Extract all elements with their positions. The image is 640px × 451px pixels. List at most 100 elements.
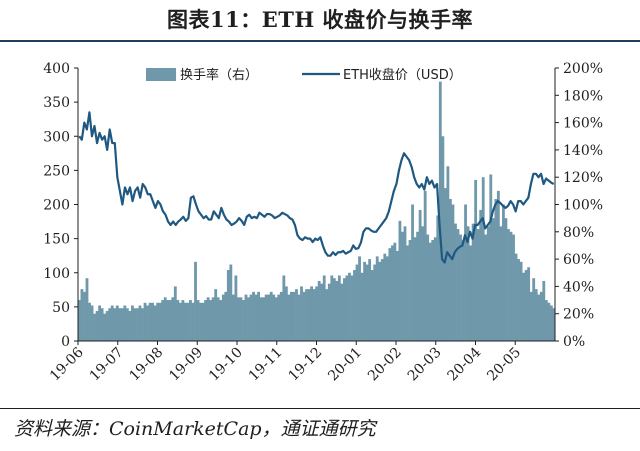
- bar: [125, 308, 129, 341]
- line-series: [78, 111, 555, 264]
- bar: [216, 297, 220, 341]
- y-right-tick-label: 40%: [563, 279, 594, 295]
- bars-series: [78, 81, 556, 342]
- y-right-tick-label: 180%: [563, 88, 603, 104]
- x-tick-label: 19-09: [166, 345, 206, 385]
- bar: [315, 286, 319, 341]
- bar: [181, 300, 185, 341]
- bar: [491, 218, 495, 341]
- bar: [436, 215, 440, 341]
- y-left-tick-label: 200: [43, 198, 70, 214]
- bar: [206, 297, 210, 341]
- bar: [411, 204, 414, 341]
- bar: [237, 297, 240, 341]
- x-tick-label: 20-01: [325, 345, 365, 385]
- y-right-tick-label: 160%: [563, 116, 603, 132]
- x-tick-label: 19-08: [126, 345, 166, 385]
- bar: [148, 302, 152, 341]
- bar: [128, 310, 132, 341]
- bar: [274, 297, 278, 341]
- bar: [211, 297, 215, 341]
- bar: [196, 300, 200, 341]
- chart-title: 图表11：ETH 收盘价与换手率: [166, 7, 473, 32]
- y-right-tick-label: 80%: [563, 225, 594, 241]
- bar: [224, 291, 228, 341]
- bar: [221, 294, 225, 341]
- bar: [514, 253, 518, 341]
- y-left-tick-label: 300: [43, 129, 70, 145]
- bar: [272, 294, 276, 341]
- bar: [479, 209, 483, 341]
- chart-svg: 0 50 100 150 200 250 300 350 400 0% 20% 40% 60% 80% 10…: [43, 61, 603, 385]
- bar: [305, 289, 308, 341]
- y-right-tick-label: 100%: [563, 198, 603, 214]
- bar: [83, 291, 86, 341]
- bar: [93, 313, 96, 341]
- bar: [252, 291, 255, 341]
- bar: [105, 310, 109, 341]
- bar: [474, 179, 478, 341]
- bar: [292, 291, 296, 341]
- bar: [171, 297, 175, 341]
- x-tick-label: 19-10: [206, 345, 246, 385]
- bar: [327, 283, 331, 341]
- bar: [297, 294, 301, 341]
- bar: [234, 275, 238, 341]
- bar: [267, 294, 271, 341]
- bar: [459, 234, 462, 341]
- bar: [365, 264, 369, 341]
- bar: [158, 302, 162, 341]
- legend-line-label: ETH收盘价（USD）: [343, 67, 462, 83]
- bar: [332, 278, 336, 341]
- x-tick-label: 19-06: [47, 344, 87, 384]
- x-tick-label: 19-07: [87, 345, 127, 385]
- bar: [320, 283, 324, 341]
- bar: [421, 226, 425, 341]
- bar: [103, 313, 107, 341]
- bar: [524, 270, 528, 341]
- bar: [373, 264, 377, 341]
- y-left-tick-label: 150: [43, 232, 70, 248]
- x-tick-label: 20-04: [444, 344, 484, 384]
- bar: [138, 305, 142, 341]
- bar: [390, 245, 394, 341]
- bar: [509, 231, 513, 341]
- bar: [214, 289, 218, 341]
- bar: [302, 291, 306, 341]
- legend: 换手率（右） ETH收盘价（USD）: [146, 67, 462, 83]
- bar: [277, 294, 281, 341]
- bar: [115, 305, 119, 341]
- bar: [461, 239, 465, 341]
- bar: [98, 305, 102, 341]
- bar: [549, 305, 553, 341]
- bar: [284, 286, 288, 341]
- bar: [393, 242, 397, 341]
- bar: [378, 261, 382, 341]
- x-tick-label: 20-05: [484, 345, 524, 385]
- y-right-tick-label: 20%: [563, 307, 594, 323]
- bar: [542, 280, 546, 341]
- bar: [517, 259, 520, 341]
- source-note: 资料来源：CoinMarketCap，通证通研究: [14, 418, 376, 440]
- bar: [244, 294, 248, 341]
- bar: [201, 302, 205, 341]
- y-right-tick-label: 0%: [563, 334, 585, 350]
- bar: [375, 256, 379, 341]
- bar: [133, 308, 137, 341]
- bar: [343, 278, 346, 341]
- y-left-tick-label: 400: [43, 61, 70, 77]
- bar: [173, 286, 177, 341]
- bar: [199, 302, 202, 341]
- bar: [312, 289, 316, 341]
- bar: [489, 174, 493, 341]
- bar: [408, 239, 412, 341]
- bar: [337, 275, 341, 341]
- bar: [449, 199, 452, 341]
- bar: [544, 300, 548, 341]
- bar: [340, 283, 344, 341]
- bar: [259, 297, 263, 341]
- bar: [131, 305, 134, 341]
- title-underline: [0, 40, 640, 42]
- bar: [257, 291, 261, 341]
- bar: [168, 300, 172, 341]
